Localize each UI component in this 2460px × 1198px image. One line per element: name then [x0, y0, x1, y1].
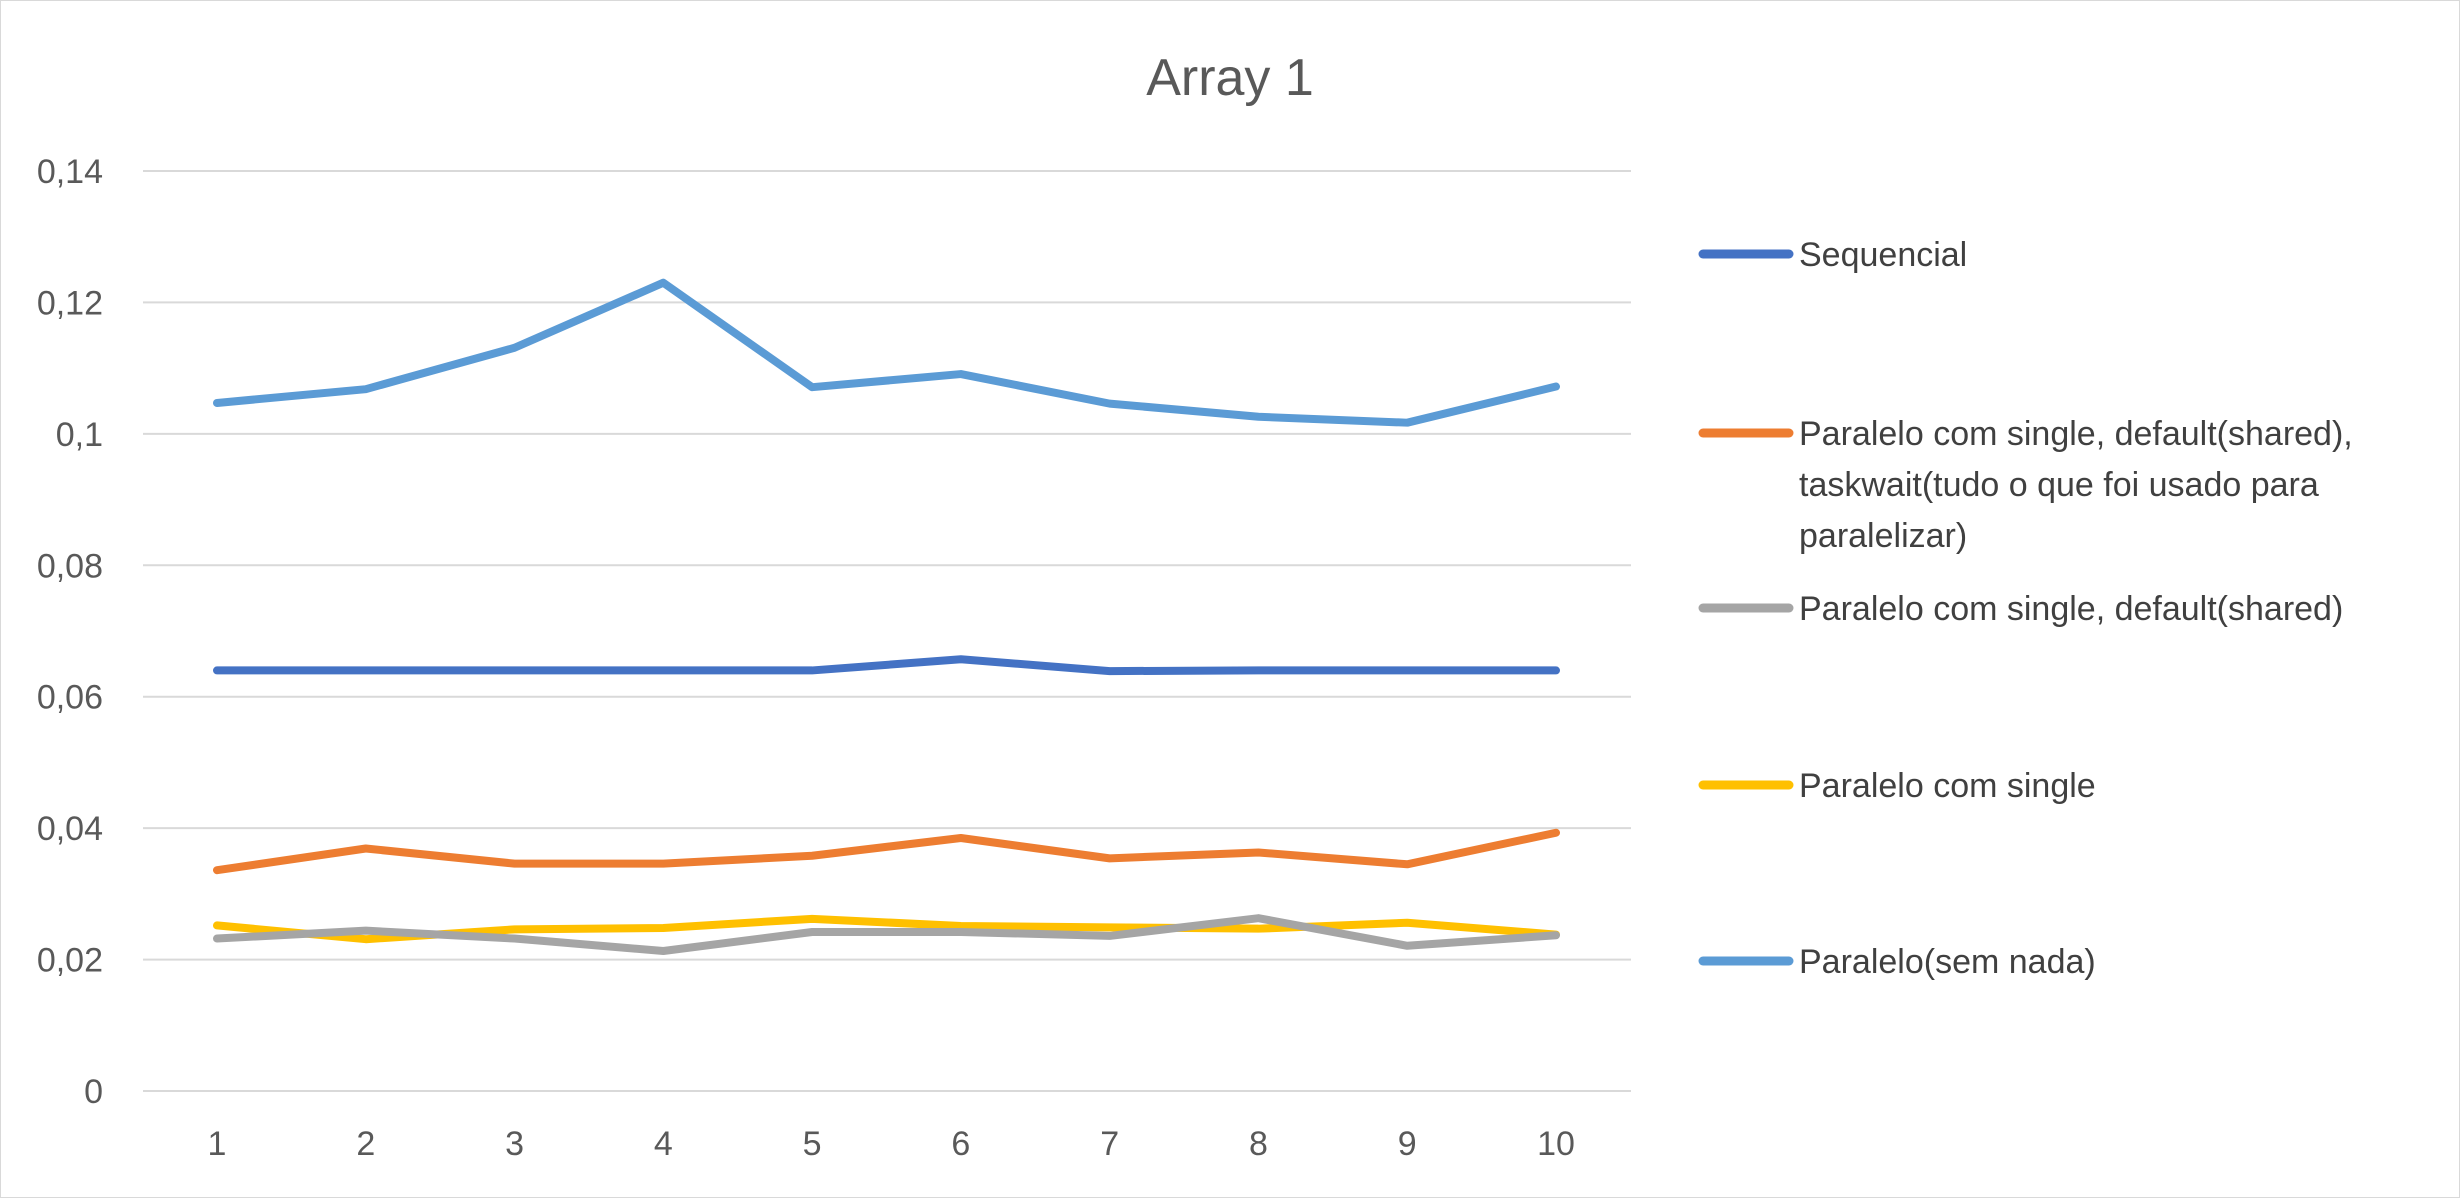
- y-tick-label: 0,04: [37, 810, 103, 848]
- series-line: [213, 655, 1560, 676]
- x-tick-label: 1: [208, 1125, 227, 1163]
- legend-item: Paralelo com single, default(shared), tas…: [1698, 415, 2353, 555]
- series-lines: [213, 278, 1560, 956]
- chart-title: Array 1: [1146, 49, 1314, 107]
- x-tick-label: 9: [1398, 1125, 1417, 1163]
- legend-item: Paralelo(sem nada): [1698, 943, 2096, 981]
- legend-label: paralelizar): [1799, 517, 1967, 555]
- series-line: [213, 278, 1560, 427]
- y-axis-tick-labels: 0 0,02 0,04 0,06 0,08 0,1 0,12 0,14: [37, 153, 103, 1111]
- x-tick-label: 6: [951, 1125, 970, 1163]
- x-tick-label: 10: [1537, 1125, 1575, 1163]
- legend: Sequencial Paralelo com single, default(s…: [1698, 236, 2353, 981]
- legend-label: Paralelo(sem nada): [1799, 943, 2096, 981]
- series-line: [213, 914, 1560, 956]
- x-tick-label: 5: [803, 1125, 822, 1163]
- legend-label: Paralelo com single, default(shared),: [1799, 415, 2353, 453]
- legend-label: Sequencial: [1799, 236, 1967, 274]
- x-tick-label: 8: [1249, 1125, 1268, 1163]
- y-tick-label: 0,06: [37, 679, 103, 717]
- series-line: [213, 828, 1560, 875]
- y-tick-label: 0,14: [37, 153, 103, 191]
- legend-label: Paralelo com single: [1799, 767, 2096, 805]
- legend-label: Paralelo com single, default(shared): [1799, 590, 2343, 628]
- legend-item: Paralelo com single, default(shared): [1698, 590, 2343, 628]
- x-tick-label: 7: [1100, 1125, 1119, 1163]
- y-tick-label: 0,08: [37, 547, 103, 585]
- gridlines: [143, 170, 1631, 1092]
- y-tick-label: 0,1: [56, 416, 103, 454]
- y-tick-label: 0,02: [37, 942, 103, 980]
- legend-label: taskwait(tudo o que foi usado para: [1799, 466, 2319, 504]
- x-tick-label: 3: [505, 1125, 524, 1163]
- x-tick-label: 2: [356, 1125, 375, 1163]
- legend-item: Paralelo com single: [1698, 767, 2096, 805]
- x-axis-tick-labels: 1 2 3 4 5 6 7 8 9 10: [208, 1125, 1575, 1163]
- y-tick-label: 0: [84, 1073, 103, 1111]
- y-tick-label: 0,12: [37, 284, 103, 322]
- x-tick-label: 4: [654, 1125, 673, 1163]
- legend-item: Sequencial: [1698, 236, 1967, 274]
